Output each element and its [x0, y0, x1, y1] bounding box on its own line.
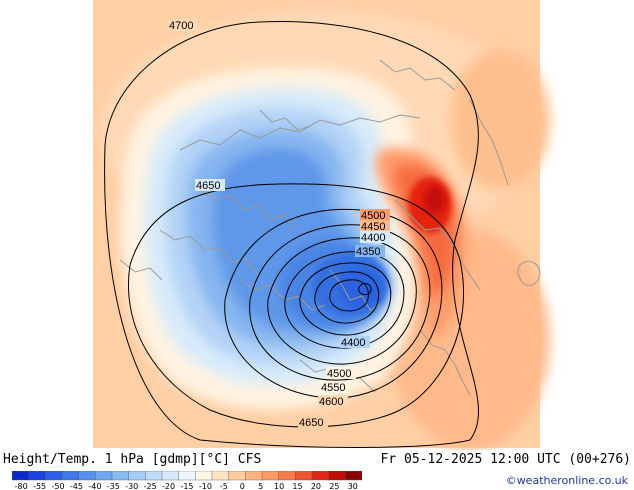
- legend-label: -35: [107, 482, 120, 490]
- legend-swatch: [12, 471, 30, 481]
- legend-label: 25: [329, 482, 339, 490]
- map-plot: 4700 4650 4500 4450 4400 4350 4400 4500 …: [93, 0, 550, 450]
- contour-label: 4500: [361, 210, 385, 222]
- legend-swatch: [195, 471, 213, 481]
- coastlines: [119, 59, 541, 396]
- legend-swatch: [145, 471, 163, 481]
- contour-label: 4600: [319, 396, 343, 408]
- contour-label: 4700: [169, 20, 193, 32]
- legend-swatch: [45, 471, 63, 481]
- legend-swatch: [278, 471, 296, 481]
- legend-swatch: [111, 471, 130, 481]
- legend-swatch: [78, 471, 96, 481]
- contour-label: 4400: [341, 337, 365, 349]
- legend-swatch: [328, 471, 346, 481]
- legend-swatch: [228, 471, 246, 481]
- credit-link[interactable]: ©weatheronline.co.uk: [505, 474, 628, 487]
- contour-label: 4500: [327, 368, 351, 380]
- legend-label: -25: [144, 482, 157, 490]
- legend-label: 20: [311, 482, 321, 490]
- legend-swatch: [178, 471, 196, 481]
- legend-label: -20: [162, 482, 175, 490]
- valid-time: Fr 05-12-2025 12:00 UTC (00+276): [380, 452, 631, 467]
- legend-swatch: [211, 471, 230, 481]
- legend-swatch: [161, 471, 180, 481]
- legend-swatch: [95, 471, 113, 481]
- contour-label: 4650: [196, 180, 220, 192]
- color-legend: -80 -55 -50 -45 -40 -35 -30 -25 -20 -15 -10 -5 0 5 10 1…: [12, 471, 362, 490]
- legend-label: 5: [258, 482, 263, 490]
- legend-swatch: [61, 471, 80, 481]
- legend-label: -50: [52, 482, 65, 490]
- legend-swatch: [295, 471, 313, 481]
- contour-label: 4350: [356, 246, 380, 258]
- legend-label: 0: [240, 482, 245, 490]
- legend-label: -5: [220, 482, 228, 490]
- contour-label: 4450: [361, 221, 385, 233]
- legend-swatch: [28, 471, 46, 481]
- legend-label: -55: [33, 482, 46, 490]
- contour-label: 4650: [299, 417, 323, 429]
- legend-swatch: [245, 471, 263, 481]
- legend-label: 15: [292, 482, 302, 490]
- legend-label: -15: [180, 482, 193, 490]
- legend-label: -45: [70, 482, 83, 490]
- legend-label: 10: [274, 482, 284, 490]
- legend-label: -80: [15, 482, 28, 490]
- contour-label: 4400: [361, 232, 385, 244]
- map-title: Height/Temp. 1 hPa [gdmp][°C] CFS: [3, 452, 262, 467]
- legend-swatch: [345, 471, 362, 481]
- legend-label: -10: [199, 482, 212, 490]
- contour-label: 4550: [321, 382, 345, 394]
- legend-swatch: [261, 471, 280, 481]
- legend-label: -30: [125, 482, 138, 490]
- legend-label: 30: [348, 482, 358, 490]
- legend-swatch: [311, 471, 330, 481]
- height-contours: [104, 21, 479, 448]
- legend-label: -40: [88, 482, 101, 490]
- legend-swatch: [128, 471, 146, 481]
